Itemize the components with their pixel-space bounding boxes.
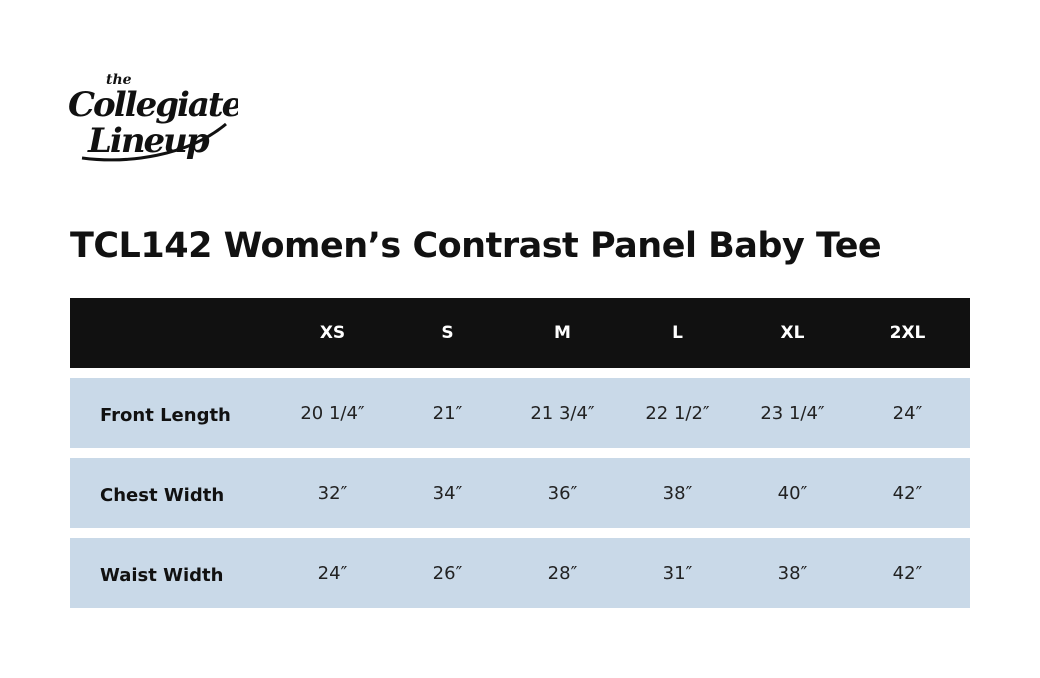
table-header-row: XS S M L XL 2XL — [70, 298, 970, 368]
table-row-waist-width: Waist Width 24″ 26″ 28″ 31″ 38″ 42″ — [70, 538, 970, 608]
table-cell: 21″ — [432, 402, 463, 424]
table-cell: 20 1/4″ — [300, 402, 365, 424]
table-cell: 31″ — [662, 562, 693, 584]
size-chart-table: XS S M L XL 2XL Front Length 20 1/4″ 21″… — [70, 298, 970, 608]
table-cell: 28″ — [547, 562, 578, 584]
row-label: Front Length — [100, 404, 231, 426]
table-cell: 32″ — [317, 482, 348, 504]
header-cell-2xl: 2XL — [889, 323, 926, 343]
table-cell: 24″ — [317, 562, 348, 584]
table-cell: 42″ — [892, 482, 923, 504]
header-cell-m: M — [554, 323, 571, 343]
table-cell: 22 1/2″ — [645, 402, 710, 424]
header-cell-l: L — [672, 323, 683, 343]
logo-text-collegiate: Collegiate — [68, 85, 238, 125]
table-cell: 23 1/4″ — [760, 402, 825, 424]
header-cell-s: S — [441, 323, 454, 343]
logo-swash — [81, 122, 227, 162]
table-row-chest-width: Chest Width 32″ 34″ 36″ 38″ 40″ 42″ — [70, 458, 970, 528]
table-cell: 38″ — [777, 562, 808, 584]
table-cell: 34″ — [432, 482, 463, 504]
table-cell: 36″ — [547, 482, 578, 504]
brand-logo: the Collegiate Lineup — [68, 66, 238, 166]
table-cell: 42″ — [892, 562, 923, 584]
table-cell: 24″ — [892, 402, 923, 424]
brand-logo-graphic: the Collegiate Lineup — [68, 72, 238, 162]
row-label: Waist Width — [100, 564, 224, 586]
table-cell: 38″ — [662, 482, 693, 504]
logo-text-the: the — [106, 72, 132, 88]
page-title: TCL142 Women’s Contrast Panel Baby Tee — [70, 226, 882, 266]
table-cell: 21 3/4″ — [530, 402, 595, 424]
row-label: Chest Width — [100, 484, 225, 506]
logo-text-lineup: Lineup — [87, 121, 210, 161]
table-cell: 40″ — [777, 482, 808, 504]
table-row-front-length: Front Length 20 1/4″ 21″ 21 3/4″ 22 1/2″… — [70, 378, 970, 448]
table-cell: 26″ — [432, 562, 463, 584]
header-cell-xs: XS — [319, 323, 346, 343]
header-cell-xl: XL — [780, 323, 805, 343]
